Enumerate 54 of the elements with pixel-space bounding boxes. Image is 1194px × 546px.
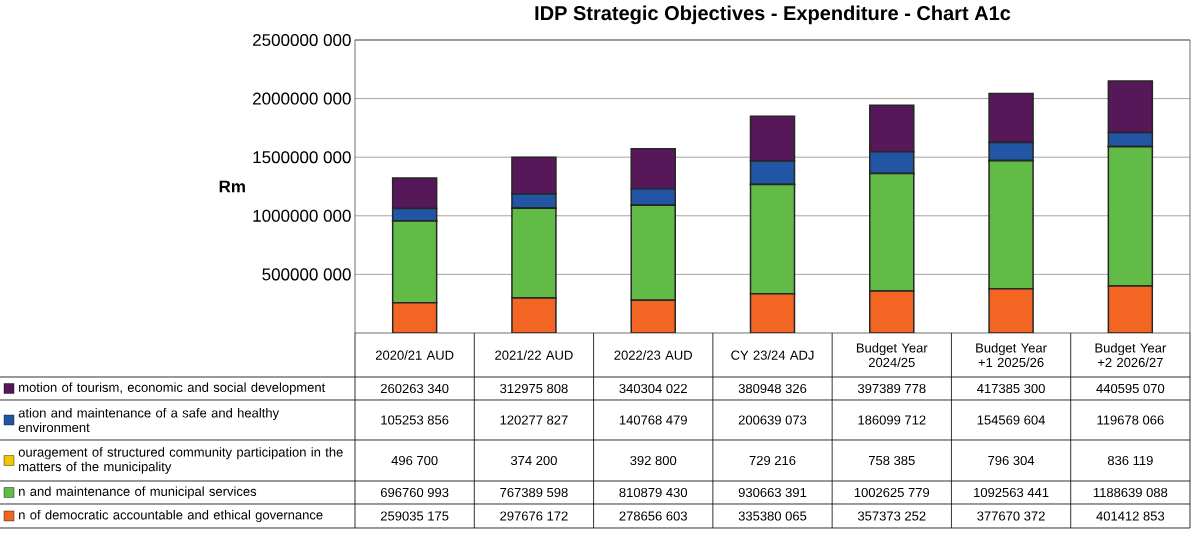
data-label: 1002625 779 — [854, 487, 930, 498]
y-tick-label: 2500000 000 — [253, 33, 351, 47]
y-tick-label: 1000000 000 — [253, 209, 351, 222]
x-tick-label: 2021/22 AUD — [495, 350, 573, 360]
legend-label: n of democratic accountable and ethical governance — [19, 509, 323, 523]
data-label: 120277 827 — [500, 415, 568, 425]
data-label: 401412 853 — [1096, 511, 1165, 521]
x-tick-label: Budget Year +2 2026/27 — [1095, 342, 1167, 368]
data-label: 105253 856 — [381, 415, 449, 425]
legend-label: n and maintenance of municipal services — [19, 486, 257, 499]
data-label: 836 119 — [1107, 455, 1153, 466]
data-label: 119678 066 — [1097, 415, 1164, 425]
data-label: 200639 073 — [738, 415, 807, 425]
data-label: 380948 326 — [738, 383, 807, 394]
data-label: 930663 391 — [738, 487, 807, 498]
y-tick-label: 2000000 000 — [253, 92, 351, 105]
data-label: 417385 300 — [977, 383, 1045, 394]
x-tick-label: Budget Year 2024/25 — [856, 342, 928, 368]
data-label: 154569 604 — [977, 415, 1046, 425]
data-label: 374 200 — [510, 455, 557, 466]
data-label: 496 700 — [391, 455, 438, 466]
legend-label: ation and maintenance of a safe and healthy environment — [18, 407, 280, 433]
data-label: 758 385 — [868, 455, 915, 466]
data-label: 1188639 088 — [1093, 487, 1168, 498]
data-label: 810879 430 — [619, 487, 688, 498]
legend-label: motion of tourism, economic and social development — [19, 382, 326, 395]
chart-title: IDP Strategic Objectives - Expenditure - Chart A1c — [535, 5, 1011, 25]
data-label: 340304 022 — [619, 383, 687, 394]
x-tick-label: CY 23/24 ADJ — [731, 350, 814, 360]
data-label: 278656 603 — [619, 511, 687, 521]
x-tick-label: 2022/23 AUD — [614, 350, 692, 360]
data-label: 392 800 — [630, 455, 677, 466]
data-label: 796 304 — [988, 455, 1035, 466]
y-tick-label: 1500000 000 — [253, 151, 351, 164]
data-label: 260263 340 — [380, 383, 449, 394]
data-label: 440595 070 — [1096, 383, 1165, 394]
data-label: 259035 175 — [380, 511, 449, 521]
data-label: 696760 993 — [380, 487, 449, 498]
data-label: 1092563 441 — [974, 487, 1049, 498]
x-tick-label: Budget Year +1 2025/26 — [976, 342, 1047, 368]
data-label: 729 216 — [749, 455, 796, 466]
data-label: 297676 172 — [500, 511, 568, 521]
y-axis-title: Rm — [219, 180, 245, 193]
data-label: 397389 778 — [857, 383, 926, 394]
data-label: 357373 252 — [857, 511, 926, 521]
data-label: 140768 479 — [619, 415, 687, 425]
data-label: 377670 372 — [977, 511, 1045, 521]
y-tick-label: 500000 000 — [262, 268, 351, 281]
x-tick-label: 2020/21 AUD — [375, 350, 454, 360]
data-label: 335380 065 — [738, 511, 807, 521]
data-label: 186099 712 — [858, 415, 926, 425]
legend-label: ouragement of structured community participation in the matters of the municipality — [18, 447, 343, 474]
data-label: 312975 808 — [500, 383, 568, 394]
data-label: 767389 598 — [500, 487, 568, 498]
